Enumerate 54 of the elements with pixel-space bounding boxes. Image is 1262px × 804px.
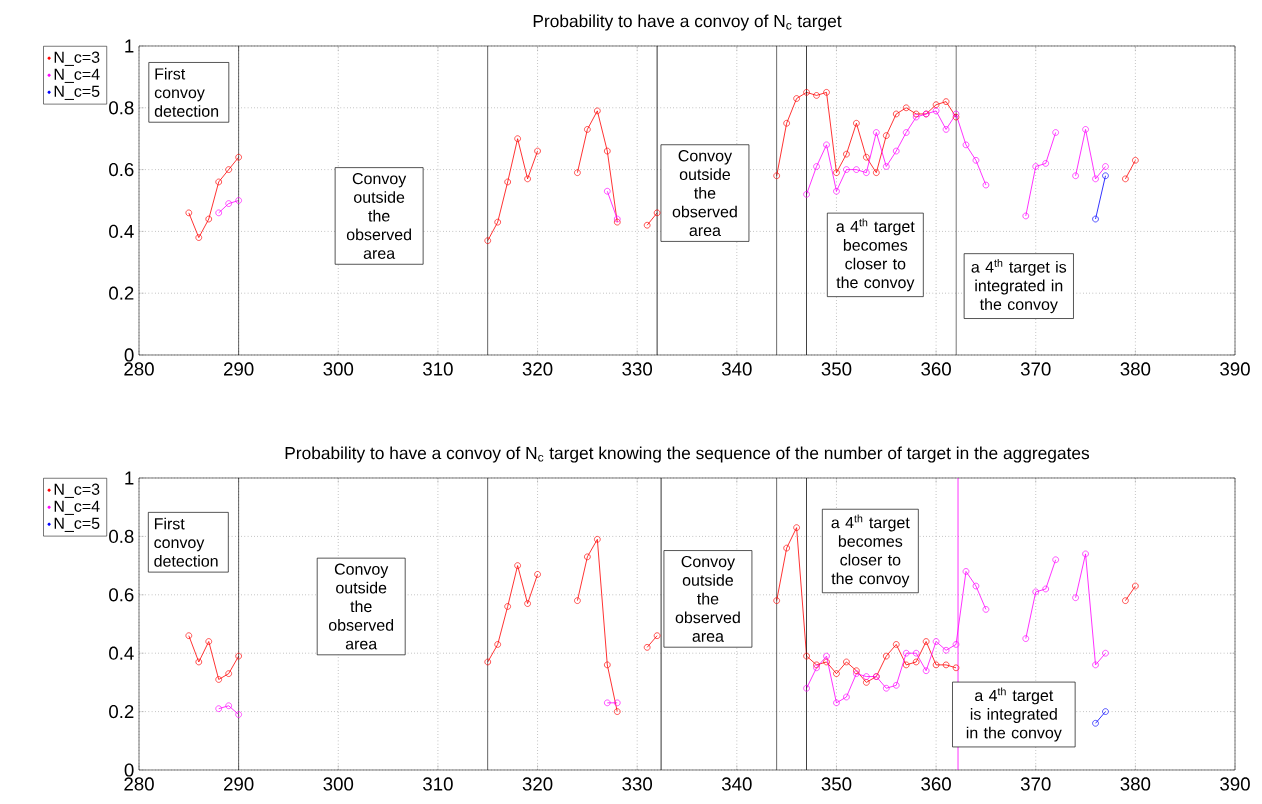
y-tick-label: 0.2 xyxy=(109,286,134,300)
legend-label: N_c=4 xyxy=(54,500,100,515)
y-tick-label: 0.6 xyxy=(109,588,134,602)
legend-label: N_c=5 xyxy=(54,517,100,532)
y-tick-label: 0.8 xyxy=(109,529,134,544)
annotation: Convoy outside the observed area xyxy=(672,150,737,237)
y-tick-label: 0.6 xyxy=(109,162,134,177)
annotation: a 4$^{th}$ target becomes closer to the convoy xyxy=(831,514,910,588)
x-tick-label: 390 xyxy=(1220,777,1250,791)
legend-label: N_c=5 xyxy=(54,85,100,100)
x-tick-label: 330 xyxy=(622,362,653,376)
legend-label: N_c=3 xyxy=(54,51,100,66)
x-tick-label: 300 xyxy=(323,777,354,791)
chart-title: Probability to have a convoy of N$_{c}$ target knowing the sequence of the number of target in the aggregates xyxy=(285,446,1090,463)
y-tick-label: 0.8 xyxy=(109,101,134,115)
legend-label: N_c=3 xyxy=(54,483,100,498)
x-tick-label: 300 xyxy=(323,362,354,376)
x-tick-label: 310 xyxy=(423,777,453,791)
chart-title: Probability to have a convoy of N$_{c}$ target xyxy=(533,14,842,31)
legend-label: N_c=4 xyxy=(54,68,100,83)
x-tick-label: 360 xyxy=(921,777,951,791)
annotation: First convoy detection xyxy=(154,67,219,117)
annotation: Convoy outside the observed area xyxy=(675,555,740,642)
x-tick-label: 380 xyxy=(1120,362,1151,376)
x-tick-label: 290 xyxy=(224,362,254,376)
x-tick-label: 330 xyxy=(622,777,653,791)
x-tick-label: 340 xyxy=(721,777,752,791)
x-tick-label: 280 xyxy=(124,362,154,376)
y-tick-label: 1 xyxy=(125,39,134,53)
annotation: Convoy outside the observed area xyxy=(346,172,411,259)
x-tick-label: 280 xyxy=(124,777,154,791)
y-tick-label: 0.2 xyxy=(109,704,134,719)
x-tick-label: 350 xyxy=(821,777,852,791)
x-tick-label: 290 xyxy=(224,777,254,791)
y-tick-label: 0 xyxy=(124,763,134,777)
x-tick-label: 320 xyxy=(522,777,553,791)
x-tick-label: 310 xyxy=(423,362,453,376)
x-tick-label: 370 xyxy=(1020,777,1051,791)
annotation: a 4$^{th}$ target becomes closer to the convoy xyxy=(836,218,915,292)
annotation: First convoy detection xyxy=(154,517,218,567)
x-tick-label: 390 xyxy=(1220,362,1250,376)
x-tick-label: 320 xyxy=(522,362,553,376)
x-tick-label: 370 xyxy=(1020,362,1051,376)
y-tick-label: 1 xyxy=(125,471,134,485)
y-tick-label: 0.4 xyxy=(109,224,134,239)
x-tick-label: 340 xyxy=(721,362,752,376)
annotation: a 4$^{th}$ target is integrated in the convoy xyxy=(966,687,1062,742)
x-tick-label: 360 xyxy=(921,362,951,376)
x-tick-label: 350 xyxy=(821,362,852,376)
annotation: a 4$^{th}$ target is integrated in the convoy xyxy=(971,258,1067,314)
x-tick-label: 380 xyxy=(1120,777,1151,791)
y-tick-label: 0 xyxy=(124,348,134,362)
annotation: Convoy outside the observed area xyxy=(328,563,394,650)
y-tick-label: 0.4 xyxy=(109,646,134,660)
